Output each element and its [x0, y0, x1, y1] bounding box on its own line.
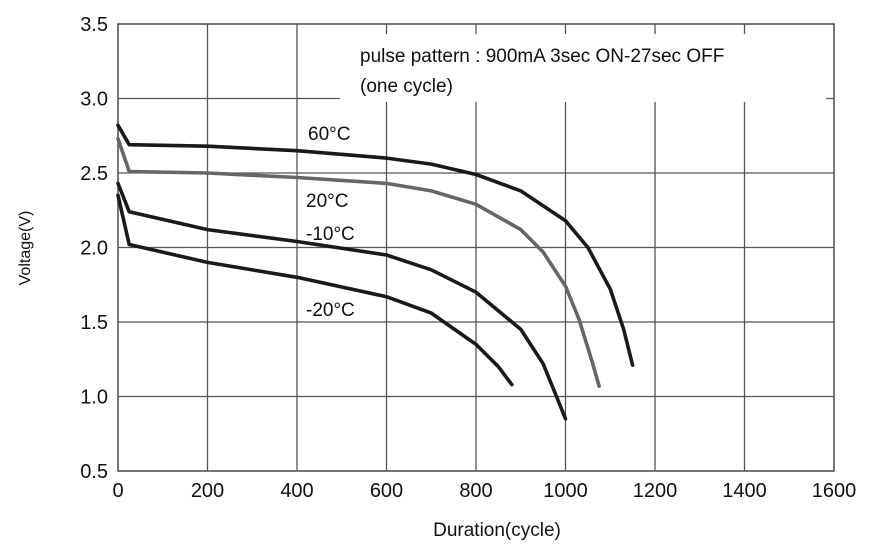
x-tick-label: 1600: [812, 480, 857, 502]
y-tick-label: 1.0: [80, 387, 108, 409]
y-tick-label: 3.5: [80, 14, 108, 36]
annotation-line-1: pulse pattern : 900mA 3sec ON-27sec OFF: [360, 46, 724, 67]
annotation-line-2: (one cycle): [360, 76, 453, 97]
y-tick-label: 1.5: [80, 312, 108, 334]
x-tick-label: 1000: [543, 480, 588, 502]
y-tick-label: 2.5: [80, 163, 108, 185]
x-tick-label: 200: [191, 480, 224, 502]
series-line-2: [116, 181, 568, 421]
x-tick-label: 0: [112, 480, 123, 502]
series-line-3: [116, 193, 514, 387]
series-label-60c: 60°C: [308, 124, 350, 145]
series-label-20c: 20°C: [306, 191, 348, 212]
series-line-0: [116, 123, 635, 367]
x-axis-title: Duration(cycle): [433, 520, 561, 541]
series-label-minus10c: -10°C: [306, 224, 355, 245]
y-tick-label: 0.5: [80, 461, 108, 483]
y-tick-label: 2.0: [80, 238, 108, 260]
y-axis-title: Voltage(V): [17, 211, 34, 286]
x-tick-label: 800: [459, 480, 492, 502]
annotation-box: [340, 34, 826, 102]
series-line-1: [116, 136, 601, 388]
x-tick-label: 600: [370, 480, 403, 502]
x-tick-label: 1200: [633, 480, 678, 502]
y-tick-label: 3.0: [80, 89, 108, 111]
x-tick-label: 400: [280, 480, 313, 502]
series-label-minus20c: -20°C: [306, 300, 355, 321]
tick-labels: 0 200 400 600 800 1000 1200 1400 1600 0.5 1.0 1.5 2.…: [80, 14, 856, 502]
plot-frame: [117, 23, 835, 472]
x-tick-label: 1400: [722, 480, 767, 502]
series-layer: [116, 123, 635, 421]
